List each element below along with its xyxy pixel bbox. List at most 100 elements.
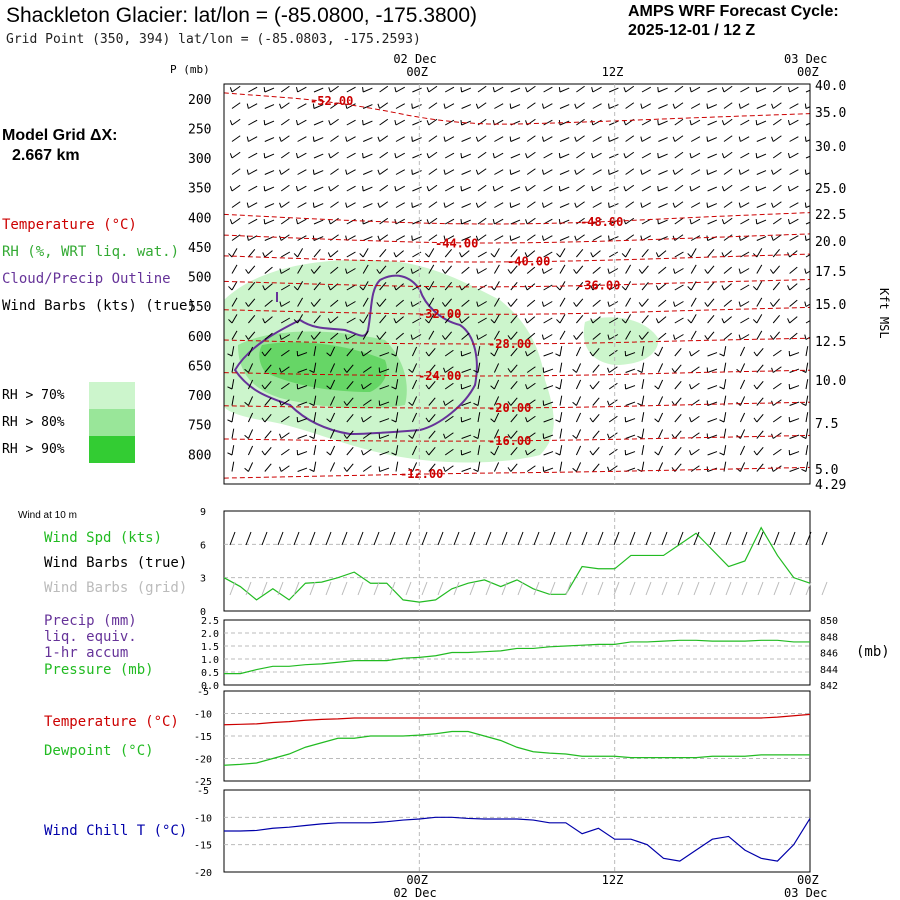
wind-barb xyxy=(461,434,472,439)
wind-barb xyxy=(461,236,472,241)
wind-barb xyxy=(608,268,619,274)
wind-barb xyxy=(477,317,487,324)
wind-barb xyxy=(526,135,536,142)
wind-barb-flag xyxy=(558,185,561,192)
wind-barb xyxy=(280,317,291,324)
wind-barb-flag xyxy=(411,103,413,109)
wind-barb xyxy=(576,249,584,258)
wind-barb-flag xyxy=(475,169,479,175)
wind-barb xyxy=(231,297,238,307)
temperature-contour xyxy=(224,92,810,125)
wind-barb-flag xyxy=(441,269,446,274)
wind-barb-flag xyxy=(345,334,348,340)
wind-barb xyxy=(494,202,504,208)
wind-barb xyxy=(362,366,372,373)
wind-barb xyxy=(772,168,782,175)
surface-wind-barb-grid xyxy=(373,581,380,596)
wind-barb xyxy=(395,362,399,373)
wind-barb xyxy=(526,299,536,307)
wind-barb xyxy=(493,379,500,390)
wind-barb xyxy=(805,336,810,340)
wind-barb-flag xyxy=(279,202,282,208)
surface-wind-barb-true xyxy=(405,531,412,546)
wind-barb xyxy=(641,169,651,175)
wind-barb-flag xyxy=(343,368,348,373)
surface-wind-barb-grid xyxy=(341,581,348,596)
wind-barb xyxy=(247,412,254,423)
wind-barb-flag xyxy=(345,268,348,274)
wind-barb xyxy=(510,315,518,324)
wind-barb xyxy=(575,363,582,373)
wind-barb xyxy=(756,87,767,93)
wind-barb xyxy=(280,217,290,225)
wind-barb-flag xyxy=(411,169,413,175)
wind-barb xyxy=(444,349,454,357)
wind-barb-flag xyxy=(411,202,413,208)
rh-swatch-80 xyxy=(89,409,135,436)
wind-barb xyxy=(428,135,438,142)
temperature-contour-label: -32.00 xyxy=(418,307,461,321)
wind-barb-flag xyxy=(509,169,512,175)
wind-barb xyxy=(625,385,636,390)
wind-barb xyxy=(444,119,455,126)
wind-barb xyxy=(247,396,254,406)
wind-barb xyxy=(625,368,636,373)
height-tick-label: 25.0 xyxy=(815,182,846,197)
wind-barb-flag xyxy=(459,285,463,291)
wind-barb-flag xyxy=(752,253,758,258)
wind-barb xyxy=(707,451,718,456)
surface-wind-barb-true xyxy=(597,531,604,546)
wind-barb-flag xyxy=(671,368,676,373)
wind-barb xyxy=(756,297,763,307)
wind-barb xyxy=(329,346,336,357)
wind-barb xyxy=(411,363,418,373)
wind-barb xyxy=(510,298,518,307)
wind-barb xyxy=(477,85,487,93)
wind-barb xyxy=(395,185,405,192)
wind-barb xyxy=(362,248,369,258)
wind-barb xyxy=(428,184,438,192)
wind-barb xyxy=(477,428,481,439)
wind-barb xyxy=(510,170,521,175)
wind-barb xyxy=(592,299,601,307)
wind-barb-flag xyxy=(460,152,463,159)
wind-barb-flag xyxy=(654,352,659,357)
wind-barb-flag xyxy=(326,451,331,456)
wind-barb xyxy=(313,428,317,439)
wind-barb xyxy=(510,137,521,142)
surface-wind-barb-true xyxy=(277,531,284,546)
wind-barb xyxy=(477,268,487,274)
wind-barb-flag xyxy=(227,353,233,357)
wind-barb xyxy=(805,270,810,274)
wind-barb-flag xyxy=(327,252,331,258)
wind-barb xyxy=(411,396,418,406)
wind-barb xyxy=(329,363,336,373)
wind-barb xyxy=(576,151,585,159)
wind-barb xyxy=(297,297,304,307)
wind-barb xyxy=(313,395,317,406)
wind-barb xyxy=(526,399,536,406)
wind-barb xyxy=(789,169,799,175)
wind-barb-flag xyxy=(411,136,413,142)
wind-barb xyxy=(690,465,700,472)
wind-barb xyxy=(740,301,750,307)
wind-barb xyxy=(625,352,636,357)
wind-barb-flag xyxy=(541,235,545,241)
wind-barb xyxy=(658,316,667,324)
wind-barb xyxy=(510,186,521,192)
wind-barb xyxy=(477,395,481,406)
wind-barb-flag xyxy=(411,235,413,241)
wind-barb-flag xyxy=(804,268,807,274)
cloud-precip-outline xyxy=(233,274,478,436)
wind-barb xyxy=(641,103,651,109)
wind-barb xyxy=(739,429,746,439)
wind-barb xyxy=(510,463,518,472)
wind-barb xyxy=(592,447,600,456)
wind-barb-flag xyxy=(804,169,807,175)
wind-barb-flag xyxy=(525,153,528,159)
wind-barb-flag xyxy=(376,269,381,274)
surface-wind-barb-true xyxy=(789,531,796,546)
wind-barb-flag xyxy=(261,384,266,390)
wind-barb xyxy=(231,201,241,208)
wind-barb xyxy=(379,434,390,439)
